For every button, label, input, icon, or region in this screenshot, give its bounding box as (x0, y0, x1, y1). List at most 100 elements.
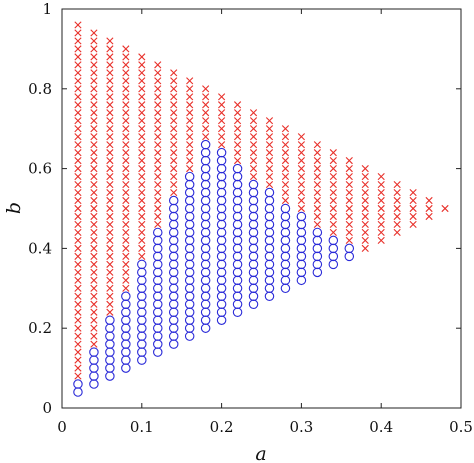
circle-point (153, 235, 163, 246)
cross-point (90, 165, 98, 173)
cross-point (313, 172, 321, 181)
circle-point (216, 203, 227, 214)
cross-point (106, 109, 114, 117)
cross-point (122, 268, 130, 276)
circle-point (312, 259, 323, 270)
cross-point (74, 268, 82, 276)
circle-point (137, 299, 147, 310)
cross-point (122, 133, 130, 141)
cross-point (106, 45, 114, 53)
cross-point (138, 244, 146, 252)
cross-point (90, 204, 98, 213)
cross-point (106, 260, 114, 268)
y-tick-label-4: 0.8 (28, 80, 52, 98)
circle-point (137, 275, 147, 286)
cross-point (361, 244, 369, 252)
cross-point (106, 196, 114, 205)
circle-point (328, 259, 339, 270)
cross-point (74, 324, 82, 332)
circle-point (168, 275, 179, 286)
circle-point (280, 235, 291, 246)
cross-point (313, 196, 321, 205)
circle-point (264, 267, 275, 278)
circle-point (153, 251, 163, 262)
cross-point (361, 236, 369, 245)
circle-point (280, 251, 291, 262)
cross-point (361, 165, 369, 173)
circle-point (184, 291, 195, 302)
cross-point (122, 165, 130, 173)
cross-point (297, 149, 305, 157)
circle-point (137, 283, 147, 294)
circle-point (216, 155, 227, 166)
circle-point (153, 347, 163, 357)
circle-point (121, 363, 131, 373)
cross-point (74, 29, 82, 37)
cross-point (218, 93, 226, 101)
circle-point (137, 291, 147, 302)
cross-point (361, 172, 369, 181)
cross-point (345, 228, 353, 237)
circle-point (168, 203, 179, 214)
cross-point (122, 109, 130, 117)
cross-point (74, 236, 82, 245)
cross-point (106, 244, 114, 252)
cross-point (281, 149, 290, 157)
cross-point (90, 308, 98, 316)
circle-point (153, 315, 163, 325)
cross-point (90, 196, 98, 205)
y-tick-label-0: 0 (42, 399, 52, 417)
cross-point (74, 101, 82, 109)
circle-point (312, 235, 323, 246)
circle-point (216, 147, 227, 158)
cross-point (90, 244, 98, 252)
cross-point (170, 165, 178, 173)
cross-point (345, 165, 353, 173)
circle-point (200, 187, 211, 198)
circle-point (264, 251, 275, 262)
circle-point (137, 323, 147, 333)
cross-point (233, 157, 242, 165)
circle-point (184, 227, 195, 238)
cross-point (297, 196, 305, 205)
circle-point (105, 331, 115, 341)
cross-point (329, 196, 337, 205)
cross-point (122, 236, 130, 245)
cross-point (313, 220, 321, 229)
cross-point (377, 196, 385, 205)
circle-point (216, 163, 227, 174)
circle-point (200, 307, 211, 317)
circle-point (280, 243, 291, 254)
circle-point (216, 259, 227, 270)
cross-point (297, 133, 305, 141)
cross-point (74, 37, 82, 45)
cross-point (393, 188, 401, 197)
circle-point (168, 267, 179, 278)
cross-point (74, 93, 82, 101)
cross-point (74, 284, 82, 292)
cross-point (154, 109, 162, 117)
circle-point (216, 211, 227, 222)
circle-point (248, 203, 259, 214)
cross-point (106, 101, 114, 109)
circle-point (89, 363, 99, 373)
cross-point (90, 149, 98, 157)
cross-point (122, 212, 130, 221)
cross-point (74, 204, 82, 213)
circle-point (232, 267, 243, 278)
cross-point (74, 85, 82, 93)
cross-point (106, 133, 114, 141)
cross-point (329, 220, 337, 229)
circle-point (168, 227, 179, 238)
circle-point (232, 307, 243, 317)
circle-point (232, 171, 243, 182)
cross-point (138, 172, 146, 181)
cross-point (409, 196, 417, 205)
cross-point (265, 133, 274, 141)
circle-point (184, 171, 195, 182)
cross-point (106, 204, 114, 213)
cross-point (218, 141, 226, 149)
cross-point (74, 180, 82, 189)
cross-point (377, 172, 385, 181)
circle-point (264, 203, 275, 214)
